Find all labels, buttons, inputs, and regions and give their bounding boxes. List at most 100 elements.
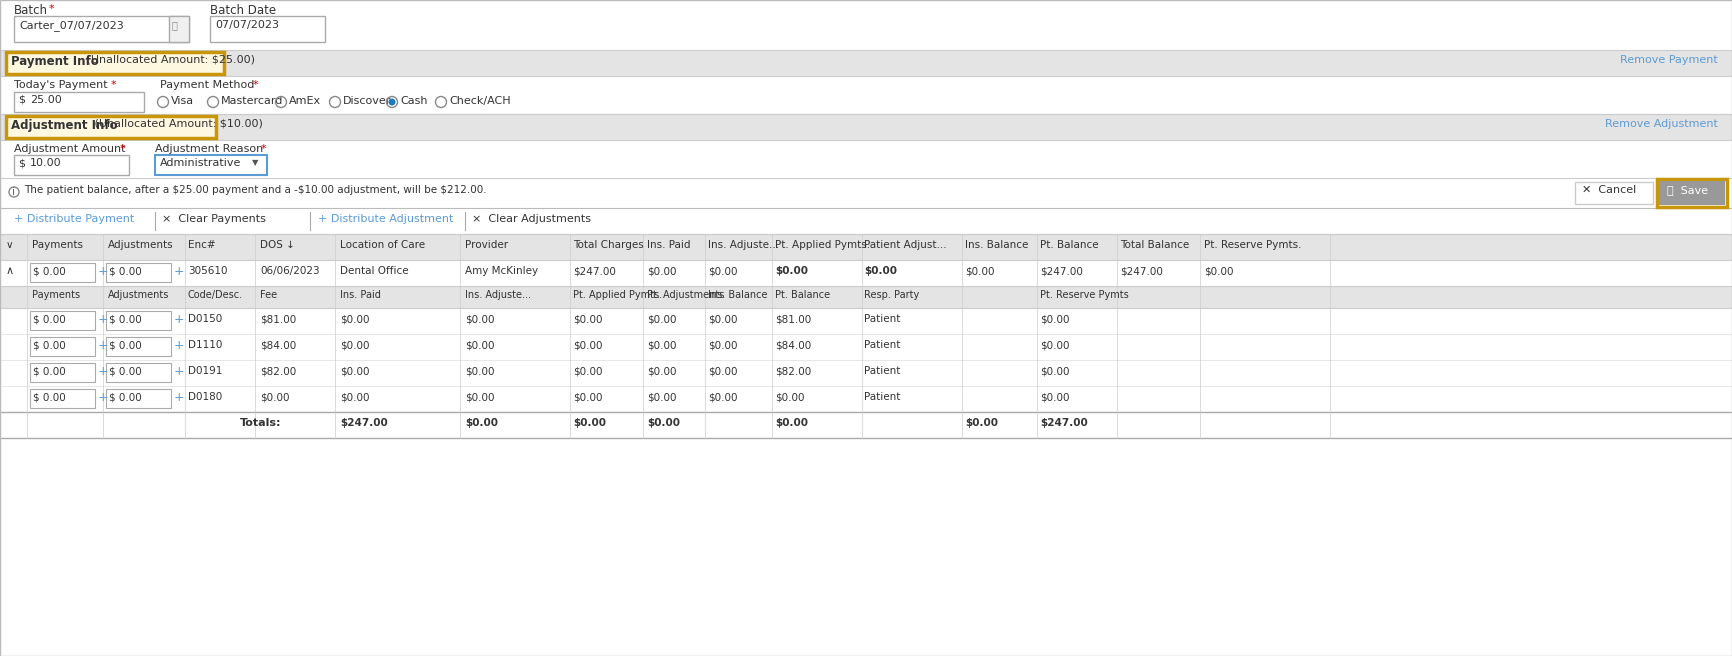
- Text: +: +: [99, 391, 109, 404]
- Text: $0.00: $0.00: [573, 366, 603, 376]
- Text: Location of Care: Location of Care: [339, 240, 424, 250]
- Text: $247.00: $247.00: [573, 266, 617, 276]
- Text: $0.00: $0.00: [339, 392, 369, 402]
- Text: Patient Adjust...: Patient Adjust...: [864, 240, 947, 250]
- Text: Ins. Balance: Ins. Balance: [708, 290, 767, 300]
- Bar: [1574, 182, 1652, 204]
- Text: *: *: [111, 80, 116, 90]
- Text: 07/07/2023: 07/07/2023: [215, 20, 279, 30]
- Text: $ 0.00: $ 0.00: [109, 392, 142, 402]
- Text: Ins. Adjuste...: Ins. Adjuste...: [708, 240, 779, 250]
- Text: $0.00: $0.00: [648, 266, 677, 276]
- Text: ✕  Cancel: ✕ Cancel: [1581, 185, 1637, 195]
- Text: $0.00: $0.00: [260, 392, 289, 402]
- Text: + Distribute Payment: + Distribute Payment: [14, 214, 135, 224]
- Text: $0.00: $0.00: [1039, 340, 1069, 350]
- Text: Total Balance: Total Balance: [1121, 240, 1190, 250]
- Text: $ 0.00: $ 0.00: [33, 266, 66, 276]
- Text: $81.00: $81.00: [260, 314, 296, 324]
- Bar: [0, 50, 1732, 76]
- Text: Administrative: Administrative: [159, 158, 241, 168]
- Bar: [210, 16, 326, 42]
- Text: $ 0.00: $ 0.00: [109, 366, 142, 376]
- Bar: [106, 337, 171, 356]
- Text: Ins. Adjuste...: Ins. Adjuste...: [464, 290, 532, 300]
- Text: Visa: Visa: [171, 96, 194, 106]
- Text: Cash: Cash: [400, 96, 428, 106]
- Text: $ 0.00: $ 0.00: [109, 266, 142, 276]
- Text: $0.00: $0.00: [648, 366, 677, 376]
- Text: 🔍: 🔍: [171, 20, 178, 30]
- Text: +: +: [99, 313, 109, 326]
- Text: Batch Date: Batch Date: [210, 4, 275, 17]
- Text: $82.00: $82.00: [260, 366, 296, 376]
- Text: $84.00: $84.00: [774, 340, 811, 350]
- Text: +: +: [173, 265, 185, 278]
- Text: Patient: Patient: [864, 366, 901, 376]
- Text: $ 0.00: $ 0.00: [109, 314, 142, 324]
- Text: Adjustments: Adjustments: [107, 240, 173, 250]
- Text: (Unallocated Amount: $25.00): (Unallocated Amount: $25.00): [83, 55, 255, 65]
- Text: Ins. Paid: Ins. Paid: [648, 240, 691, 250]
- Text: Check/ACH: Check/ACH: [449, 96, 511, 106]
- Bar: [0, 386, 1732, 412]
- Text: Today's Payment: Today's Payment: [14, 80, 107, 90]
- Text: Pt. Balance: Pt. Balance: [774, 290, 830, 300]
- Text: $0.00: $0.00: [648, 314, 677, 324]
- Text: $0.00: $0.00: [708, 314, 738, 324]
- Text: 06/06/2023: 06/06/2023: [260, 266, 320, 276]
- Text: Pt. Applied Pymts.: Pt. Applied Pymts.: [573, 290, 662, 300]
- Text: Enc#: Enc#: [189, 240, 215, 250]
- Text: $247.00: $247.00: [1039, 418, 1088, 428]
- Bar: [29, 363, 95, 382]
- Bar: [0, 308, 1732, 334]
- Text: D0191: D0191: [189, 366, 222, 376]
- Text: *: *: [262, 144, 267, 154]
- Text: Batch: Batch: [14, 4, 48, 17]
- Text: Payment Info: Payment Info: [10, 55, 99, 68]
- Text: 305610: 305610: [189, 266, 227, 276]
- Text: + Distribute Adjustment: + Distribute Adjustment: [319, 214, 454, 224]
- Circle shape: [388, 98, 395, 106]
- Text: Patient: Patient: [864, 314, 901, 324]
- Bar: [0, 178, 1732, 208]
- Text: D1110: D1110: [189, 340, 222, 350]
- Text: The patient balance, after a $25.00 payment and a -$10.00 adjustment, will be $2: The patient balance, after a $25.00 paym…: [24, 185, 487, 195]
- Text: Pt. Adjustments: Pt. Adjustments: [648, 290, 724, 300]
- Bar: [5, 52, 223, 74]
- Text: $0.00: $0.00: [1039, 392, 1069, 402]
- Bar: [0, 234, 1732, 260]
- Text: D0150: D0150: [189, 314, 222, 324]
- Text: Patient: Patient: [864, 340, 901, 350]
- Bar: [106, 389, 171, 408]
- Text: $0.00: $0.00: [774, 392, 804, 402]
- Text: $0.00: $0.00: [864, 266, 897, 276]
- Bar: [0, 412, 1732, 438]
- Text: $ 0.00: $ 0.00: [33, 392, 66, 402]
- Bar: [0, 0, 1732, 50]
- Text: Payments: Payments: [31, 240, 83, 250]
- Text: $ 0.00: $ 0.00: [33, 314, 66, 324]
- Text: ×  Clear Payments: × Clear Payments: [163, 214, 267, 224]
- Text: D0180: D0180: [189, 392, 222, 402]
- Text: Dental Office: Dental Office: [339, 266, 409, 276]
- Text: $0.00: $0.00: [339, 366, 369, 376]
- Text: *: *: [48, 4, 55, 14]
- Text: DOS ↓: DOS ↓: [260, 240, 294, 250]
- Text: $0.00: $0.00: [339, 314, 369, 324]
- Bar: [154, 155, 267, 175]
- Bar: [106, 263, 171, 282]
- Text: +: +: [99, 339, 109, 352]
- Text: $0.00: $0.00: [774, 266, 809, 276]
- Text: $0.00: $0.00: [965, 266, 994, 276]
- Bar: [1658, 179, 1727, 207]
- Text: *: *: [120, 144, 126, 154]
- Text: $0.00: $0.00: [339, 340, 369, 350]
- Text: $0.00: $0.00: [464, 418, 499, 428]
- Text: $0.00: $0.00: [464, 366, 495, 376]
- Text: 💾  Save: 💾 Save: [1666, 185, 1708, 195]
- Bar: [29, 311, 95, 330]
- Text: $0.00: $0.00: [464, 314, 495, 324]
- Text: $247.00: $247.00: [1121, 266, 1162, 276]
- Text: $: $: [17, 158, 24, 168]
